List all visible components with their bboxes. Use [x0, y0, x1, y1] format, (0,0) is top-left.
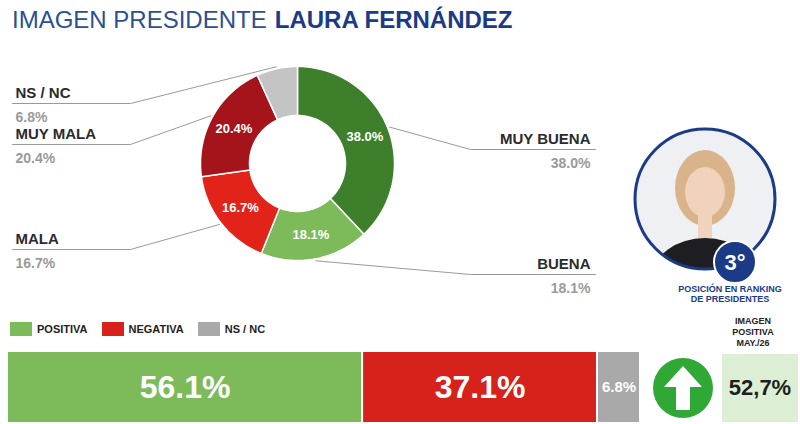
html-text:NS / NC: NS / NC	[224, 323, 266, 335]
svg-text:20.4%: 20.4%	[16, 150, 56, 166]
html-text:POSICIÓN EN RANKING DE PRESIDE: POSICIÓN EN RANKING DE PRESIDENTES	[678, 284, 782, 304]
svg-text:MALA: MALA	[16, 230, 59, 247]
html-text:52,7%: 52,7%	[728, 375, 792, 400]
svg-text:BUENA: BUENA	[537, 255, 591, 272]
html-text:POSITIVA: POSITIVA	[37, 323, 88, 335]
svg-text:MUY MALA: MUY MALA	[16, 125, 97, 142]
html-text:IMAGEN PRESIDENTE LAURA FERNÁN: IMAGEN PRESIDENTE LAURA FERNÁNDEZ	[12, 6, 513, 33]
svg-text:6.8%: 6.8%	[16, 109, 48, 125]
svg-text:3°: 3°	[724, 250, 745, 275]
svg-text:18.1%: 18.1%	[551, 280, 591, 296]
svg-text:18.1%: 18.1%	[292, 227, 329, 242]
html-text:NEGATIVA: NEGATIVA	[128, 323, 184, 335]
svg-text:16.7%: 16.7%	[16, 255, 56, 271]
html-text:IMAGEN POSITIVA MAY./26: IMAGEN POSITIVA MAY./26	[732, 316, 774, 348]
svg-text:38.0%: 38.0%	[551, 155, 591, 171]
svg-text:NS / NC: NS / NC	[16, 84, 71, 101]
svg-text:16.7%: 16.7%	[222, 200, 259, 215]
svg-text:37.1%: 37.1%	[435, 369, 526, 405]
svg-text:6.8%: 6.8%	[602, 378, 636, 395]
svg-text:MUY BUENA: MUY BUENA	[500, 130, 591, 147]
svg-text:38.0%: 38.0%	[346, 129, 383, 144]
svg-text:56.1%: 56.1%	[140, 369, 231, 405]
svg-text:20.4%: 20.4%	[216, 121, 253, 136]
